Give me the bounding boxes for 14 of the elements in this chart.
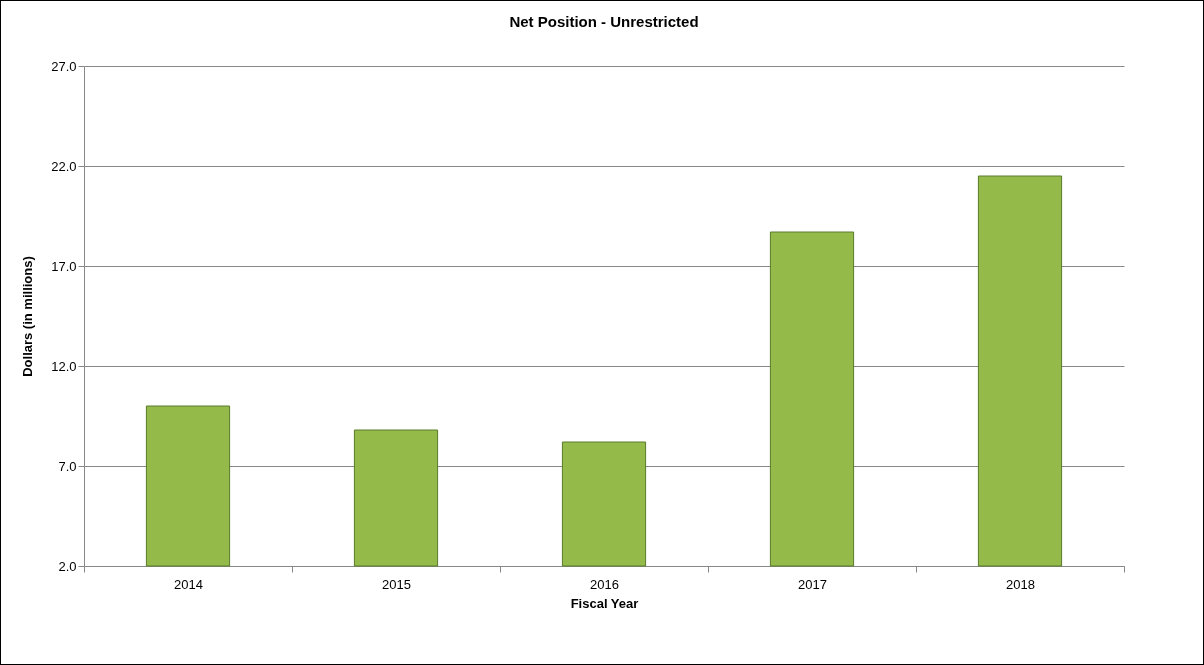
x-tick-label: 2016 <box>590 576 619 592</box>
y-axis-title: Dollars (in millions) <box>20 256 36 377</box>
y-tick-label: 7.0 <box>58 458 77 474</box>
x-axis-title: Fiscal Year <box>570 595 639 611</box>
chart-title: Net Position - Unrestricted <box>509 13 699 30</box>
x-tick-label: 2018 <box>1006 576 1035 592</box>
x-tick-label: 2014 <box>174 576 203 592</box>
x-tick-label: 2015 <box>382 576 411 592</box>
y-tick-label: 17.0 <box>51 258 77 274</box>
x-tick-label: 2017 <box>798 576 827 592</box>
y-tick-label: 27.0 <box>51 58 77 74</box>
y-tick-label: 22.0 <box>51 158 77 174</box>
y-tick-label: 2.0 <box>58 558 77 574</box>
y-tick-label: 12.0 <box>51 358 77 374</box>
